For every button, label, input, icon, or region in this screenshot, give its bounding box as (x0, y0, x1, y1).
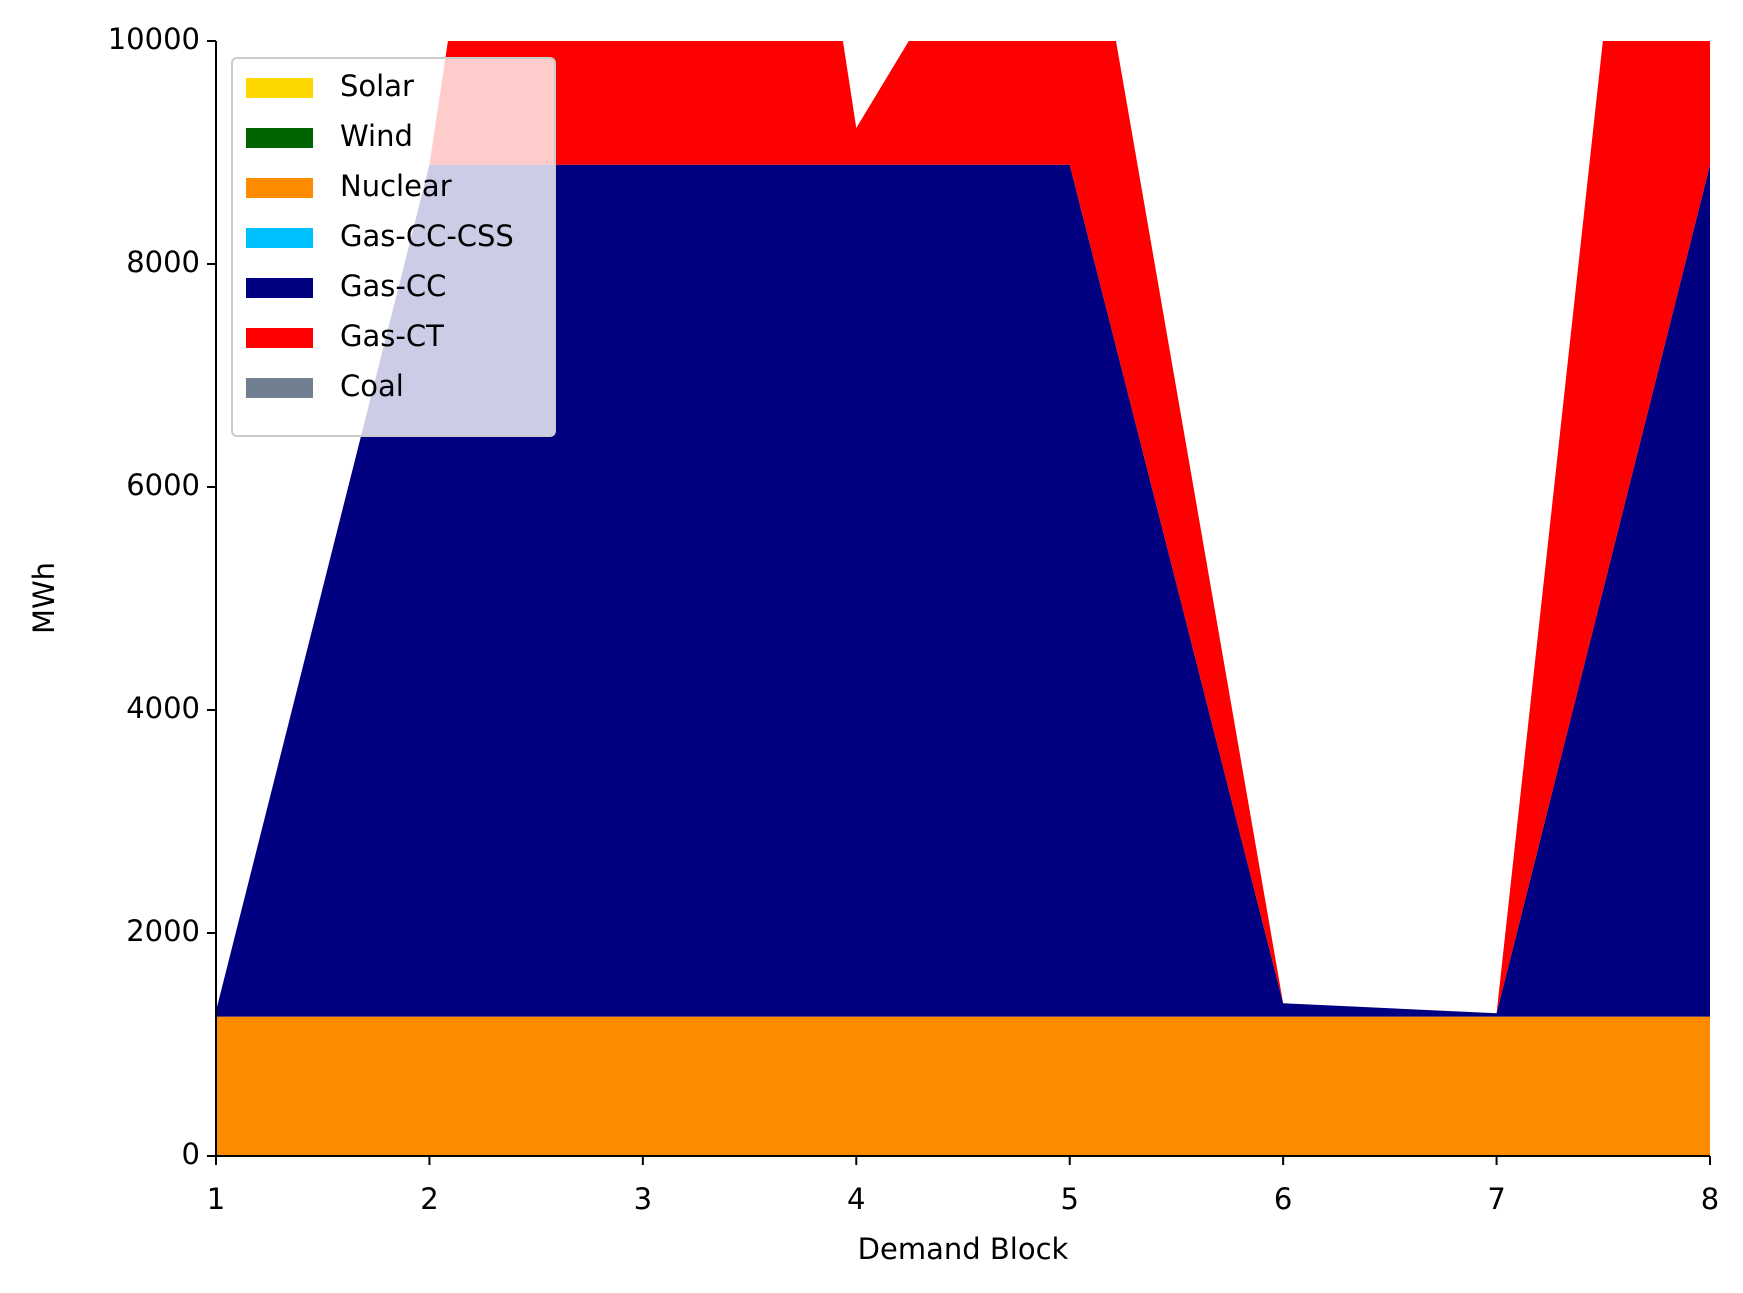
y-tick-label: 6000 (126, 468, 200, 502)
legend-swatch (246, 78, 313, 98)
legend-label: Gas-CT (340, 319, 444, 353)
legend: Solar Wind Nuclear Gas-CC-CSS Gas-CC Gas-CT Co… (231, 57, 556, 437)
x-tick-label: 1 (207, 1182, 225, 1216)
y-tick-label: 2000 (126, 914, 200, 948)
legend-label: Nuclear (340, 169, 452, 203)
legend-swatch (246, 228, 313, 248)
x-axis-label: Demand Block (858, 1232, 1069, 1266)
legend-swatch (246, 278, 313, 298)
y-tick-label: 0 (182, 1137, 200, 1171)
legend-swatch (246, 178, 313, 198)
y-tick-label: 4000 (126, 691, 200, 725)
legend-label: Solar (340, 69, 414, 103)
x-tick-label: 6 (1274, 1182, 1292, 1216)
legend-label: Gas-CC (340, 269, 446, 303)
area (216, 1016, 1710, 1156)
legend-swatch (246, 328, 313, 348)
legend-label: Wind (340, 119, 413, 153)
legend-label: Gas-CC-CSS (340, 219, 514, 253)
x-tick-label: 2 (420, 1182, 438, 1216)
x-tick-label: 3 (634, 1182, 652, 1216)
legend-swatch (246, 128, 313, 148)
y-tick-label: 8000 (126, 245, 200, 279)
y-axis-label: MWh (27, 562, 61, 634)
y-tick-label: 10000 (108, 22, 200, 56)
x-tick-label: 7 (1487, 1182, 1505, 1216)
legend-swatch (246, 378, 313, 398)
legend-label: Coal (340, 369, 404, 403)
plot-area (216, 41, 1710, 1156)
x-tick-label: 8 (1701, 1182, 1719, 1216)
x-tick-label: 4 (847, 1182, 865, 1216)
area (216, 164, 1710, 1017)
x-tick-label: 5 (1060, 1182, 1078, 1216)
